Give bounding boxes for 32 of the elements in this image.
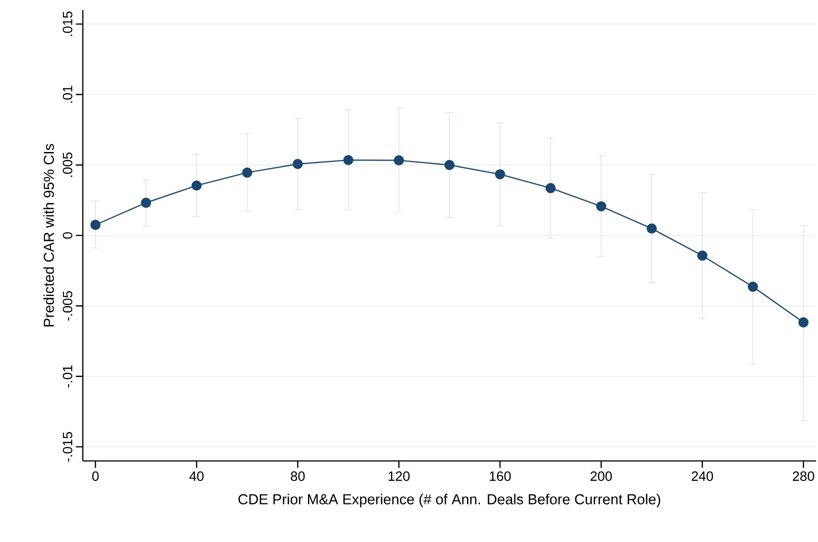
point <box>444 160 455 170</box>
point <box>242 168 252 178</box>
x-tick-label: 200 <box>590 472 612 482</box>
y-tick-label: -.015 <box>62 432 72 462</box>
point <box>798 317 809 328</box>
x-axis-title: CDE Prior M&A Experience (# of Ann. Deals Before Current Role) <box>238 494 660 508</box>
point <box>697 250 708 261</box>
x-tick-label: 80 <box>290 472 305 482</box>
x-tick-label: 120 <box>388 472 410 482</box>
point <box>394 155 404 166</box>
y-tick-label: -.005 <box>62 291 72 321</box>
y-axis-title: Predicted CAR with 95% CIs <box>43 144 54 326</box>
x-tick-label: 40 <box>189 472 204 482</box>
x-tick-label: 280 <box>792 472 814 482</box>
point <box>748 282 758 292</box>
y-tick-label: .015 <box>62 12 72 36</box>
x-tick-label: 160 <box>490 472 511 482</box>
point <box>646 224 657 234</box>
y-tick-label: .005 <box>62 152 72 177</box>
point <box>596 201 606 212</box>
point <box>90 220 101 230</box>
x-tick-label: 0 <box>92 472 99 482</box>
point <box>343 155 354 166</box>
point <box>140 198 152 208</box>
point <box>192 180 202 191</box>
y-tick-label: -.01 <box>62 366 72 388</box>
x-tick-label: 240 <box>692 472 714 482</box>
point <box>494 169 506 180</box>
y-tick-label: .01 <box>62 86 72 103</box>
y-tick-label: 0 <box>62 232 72 239</box>
point <box>546 183 556 194</box>
point <box>292 159 303 170</box>
